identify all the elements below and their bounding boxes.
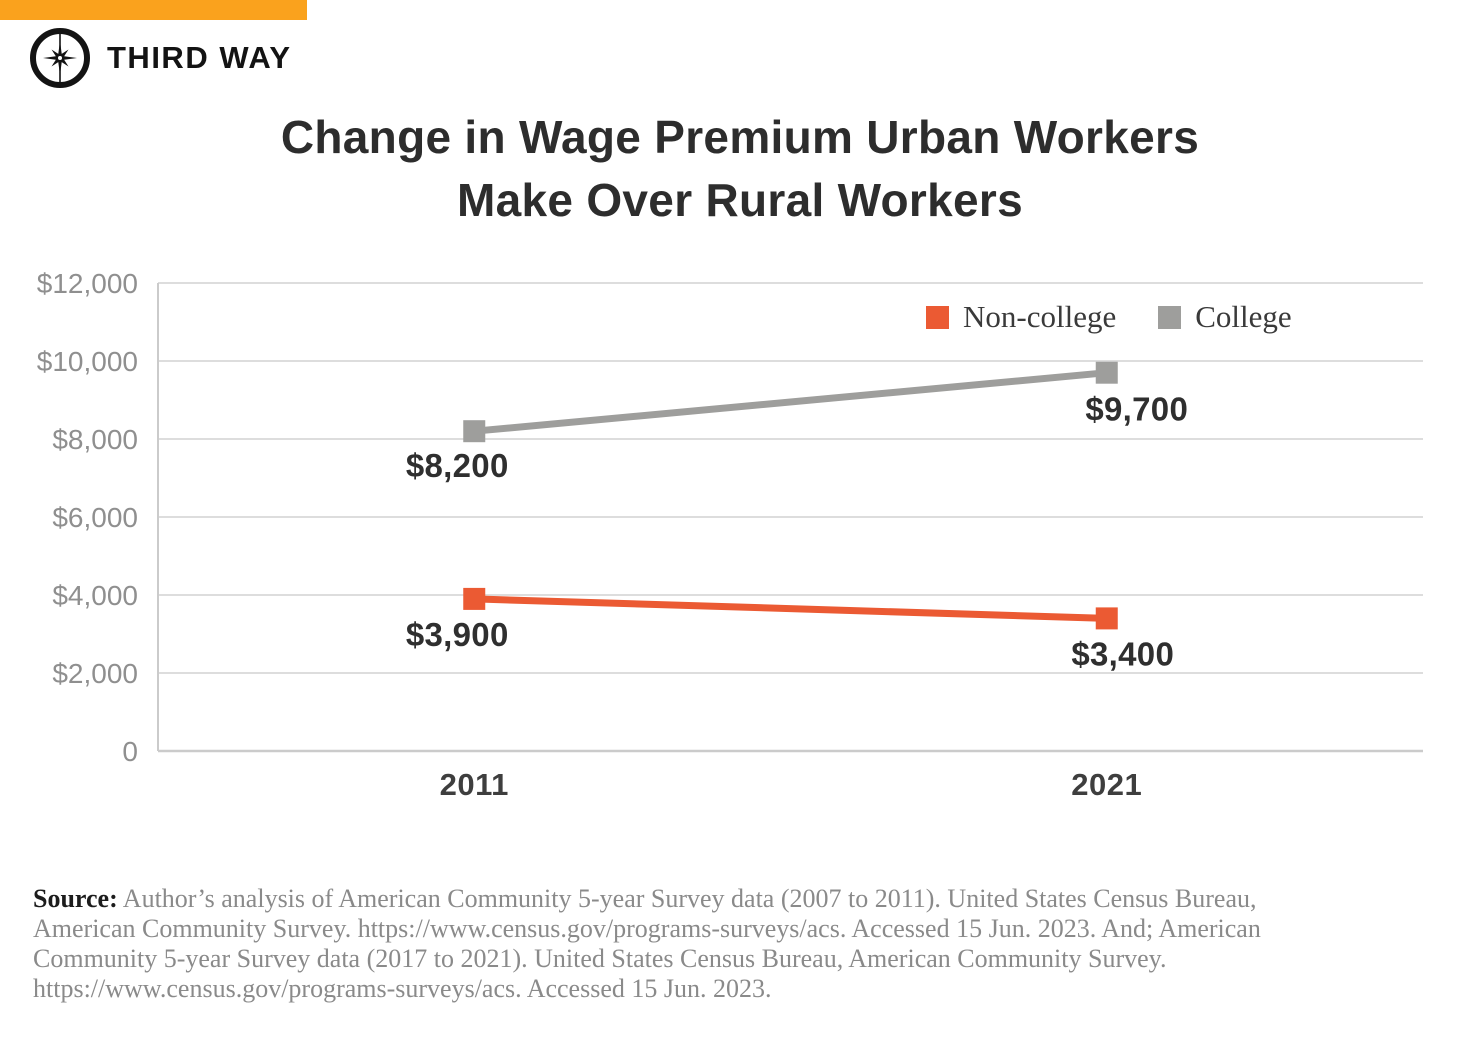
y-tick-label: $4,000 — [52, 580, 138, 611]
legend-item-college: College — [1158, 299, 1292, 335]
y-tick-label: $6,000 — [52, 502, 138, 533]
data-point-label: $8,200 — [406, 447, 509, 484]
source-line: Source: Author’s analysis of American Co… — [33, 884, 1257, 913]
x-tick-label: 2021 — [1071, 767, 1142, 802]
legend-label-college: College — [1195, 299, 1292, 334]
y-tick-label: 0 — [122, 736, 138, 767]
series-line-college — [473, 369, 1108, 435]
y-tick-label: $12,000 — [37, 270, 138, 299]
source-line: American Community Survey. https://www.c… — [33, 914, 1261, 943]
source-line: Community 5-year Survey data (2017 to 20… — [33, 944, 1167, 973]
y-tick-label: $2,000 — [52, 658, 138, 689]
series-line-non-college — [474, 595, 1107, 622]
legend-label-non-college: Non-college — [963, 299, 1117, 334]
data-marker-non-college — [463, 587, 486, 610]
wage-premium-line-chart: 0 $2,000 $4,000 $6,000 $8,000 $10,000 $12,000 2… — [37, 270, 1423, 802]
source-line: https://www.census.gov/programs-surveys/… — [33, 974, 772, 1003]
source-label: Source: — [33, 884, 118, 913]
legend-swatch-non-college — [926, 305, 949, 329]
data-marker-non-college — [1095, 607, 1118, 630]
brand-name: THIRD WAY — [107, 40, 292, 75]
chart-title-line-2: Make Over Rural Workers — [457, 174, 1023, 226]
legend-swatch-college — [1158, 305, 1182, 329]
thirdway-compass-icon — [30, 28, 90, 88]
data-point-label: $3,900 — [406, 616, 509, 653]
chart-title: Change in Wage Premium Urban Workers Mak… — [0, 106, 1480, 232]
x-tick-label: 2011 — [440, 767, 509, 802]
chart-legend: Non-college College — [926, 299, 1292, 335]
y-tick-label: $10,000 — [37, 346, 138, 377]
brand-accent-bar — [0, 0, 307, 20]
chart-title-line-1: Change in Wage Premium Urban Workers — [280, 111, 1200, 163]
legend-item-non-college: Non-college — [926, 299, 1116, 335]
data-point-label: $9,700 — [1085, 391, 1188, 428]
data-marker-college — [463, 420, 486, 443]
source-note: Source: Author’s analysis of American Co… — [33, 884, 1443, 1004]
data-point-label: $3,400 — [1071, 635, 1174, 672]
brand-logo: THIRD WAY — [28, 26, 292, 90]
y-tick-label: $8,000 — [52, 424, 138, 455]
data-marker-college — [1095, 361, 1118, 384]
